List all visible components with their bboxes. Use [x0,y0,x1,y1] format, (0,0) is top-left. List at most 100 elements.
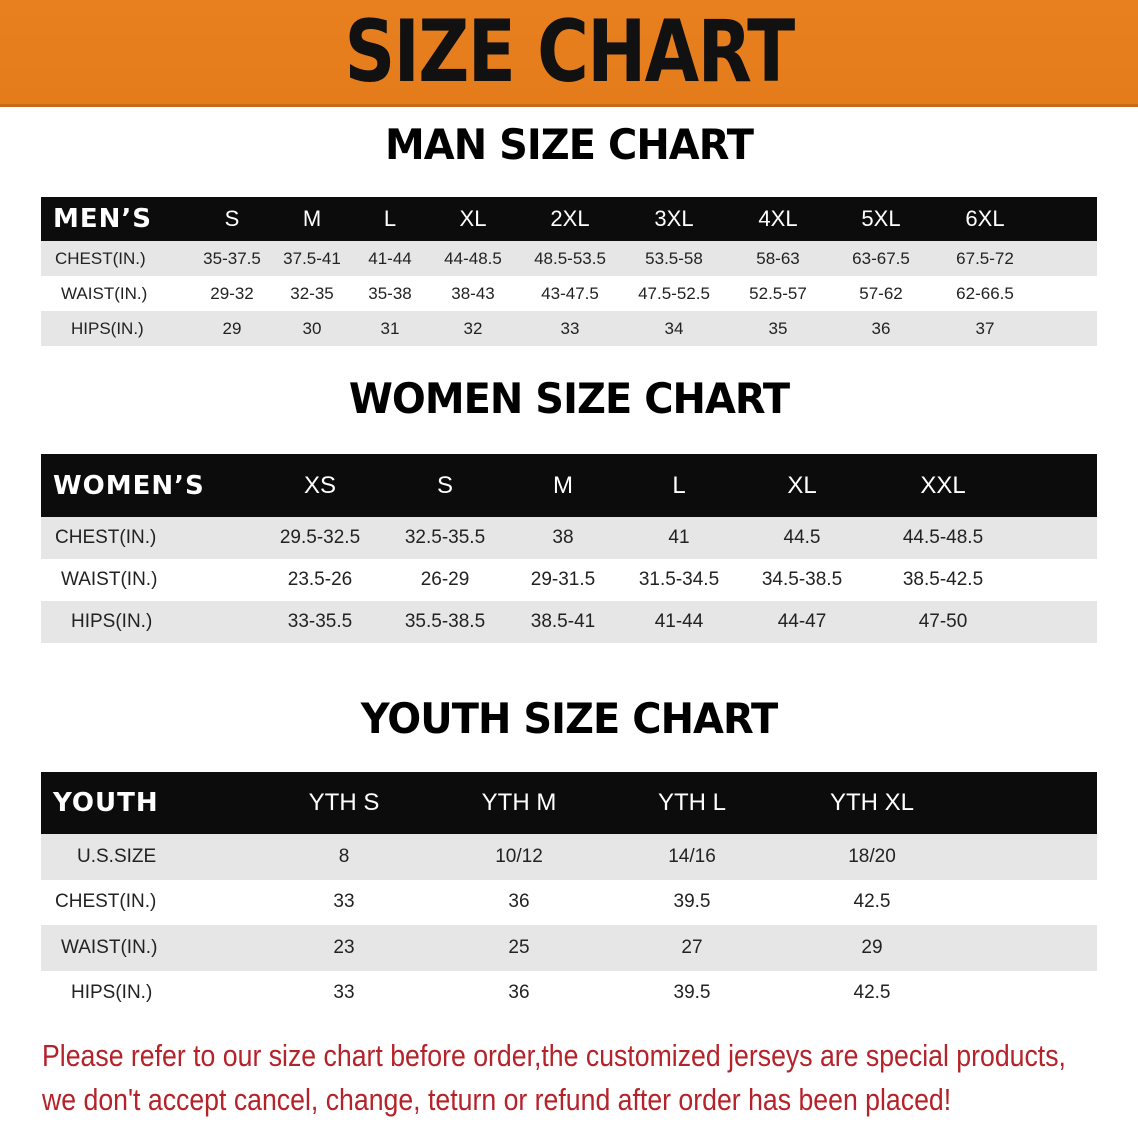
table-row: WAIST(IN.) 23.5-26 26-29 29-31.5 31.5-34.5 34… [41,559,1097,601]
table-row: CHEST(IN.) 33 36 39.5 42.5 [41,879,1097,925]
measurement-value: 36 [871,318,891,338]
measurement-value: 29.5-32.5 [279,527,361,548]
measurement-value: 32-35 [290,283,334,303]
measurement-value: 48.5-53.5 [534,248,606,268]
size-header-cell: XL [459,206,487,231]
banner-title: SIZE CHART [344,2,795,102]
measurement-value: 43-47.5 [541,283,599,303]
measurement-label: HIPS(IN.) [71,318,144,338]
size-header-cell: YTH XL [829,789,915,816]
measurement-value: 38-43 [451,283,495,303]
size-header-cell: S [436,471,454,499]
size-header-cell: 6XL [965,206,1005,231]
women-size-table: WOMEN’S XS S M L XL XXL CHEST(IN.) 29.5-32.5 32.5… [41,454,1097,643]
measurement-value: 23 [333,936,355,958]
measurement-value: 8 [338,845,350,867]
table-title-cell: MEN’S [53,204,152,234]
size-header-cell: L [383,206,397,231]
measurement-value: 42.5 [853,891,891,913]
measurement-value: 34 [664,318,684,338]
men-header-row: MEN’S S M L XL 2XL 3XL 4XL 5XL 6XL [41,197,1097,241]
measurement-value: 35-37.5 [203,248,261,268]
measurement-label: WAIST(IN.) [61,936,158,958]
measurement-value: 10/12 [495,845,543,867]
table-row: HIPS(IN.) 33-35.5 35.5-38.5 38.5-41 41-44 44-… [41,601,1097,643]
measurement-label: CHEST(IN.) [55,891,157,913]
measurement-value: 58-63 [756,248,800,268]
measurement-value: 44-48.5 [444,248,502,268]
table-row: CHEST(IN.) 35-37.5 37.5-41 41-44 44-48.5 48.5… [41,241,1097,276]
size-header-cell: YTH M [481,789,557,816]
measurement-value: 37 [975,318,995,338]
measurement-value: 33 [333,982,355,1004]
measurement-value: 33-35.5 [287,611,353,632]
measurement-value: 30 [302,318,322,338]
table-row: HIPS(IN.) 29 30 31 32 33 34 35 36 37 [41,311,1097,346]
size-header-cell: M [553,471,573,499]
measurement-label: HIPS(IN.) [71,982,153,1004]
measurement-value: 47.5-52.5 [638,283,710,303]
measurement-label: CHEST(IN.) [55,248,146,268]
measurement-value: 42.5 [853,982,891,1004]
measurement-value: 47-50 [918,611,968,632]
measurement-value: 41 [668,527,690,548]
measurement-value: 39.5 [673,982,711,1004]
measurement-value: 29-32 [210,283,254,303]
measurement-value: 53.5-58 [645,248,703,268]
measurement-value: 57-62 [859,283,903,303]
measurement-value: 35-38 [368,283,412,303]
table-row: CHEST(IN.) 29.5-32.5 32.5-35.5 38 41 44.5 44.5… [41,517,1097,559]
size-header-cell: 3XL [654,206,694,231]
size-header-cell: 4XL [758,206,798,231]
measurement-label: U.S.SIZE [77,845,157,867]
measurement-label: HIPS(IN.) [71,611,153,632]
size-header-cell: XS [303,471,337,499]
table-row: HIPS(IN.) 33 36 39.5 42.5 [41,970,1097,1016]
men-size-table: MEN’S S M L XL 2XL 3XL 4XL 5XL 6XL CHEST(IN.) 35-37… [41,197,1097,346]
men-section-title: MAN SIZE CHART [385,120,754,169]
table-row: WAIST(IN.) 29-32 32-35 35-38 38-43 43-47.5 47.… [41,276,1097,311]
measurement-value: 31.5-34.5 [638,569,720,590]
measurement-value: 38 [552,527,574,548]
measurement-value: 35 [768,318,788,338]
measurement-value: 63-67.5 [852,248,910,268]
measurement-value: 23.5-26 [287,569,353,590]
measurement-value: 29-31.5 [530,569,596,590]
measurement-value: 44.5 [783,527,821,548]
measurement-value: 36 [508,891,530,913]
measurement-value: 35.5-38.5 [404,611,486,632]
measurement-value: 36 [508,982,530,1004]
measurement-value: 32 [463,318,483,338]
measurement-value: 14/16 [668,845,716,867]
measurement-value: 33 [560,318,580,338]
measurement-value: 44.5-48.5 [902,527,984,548]
table-title-cell: WOMEN’S [53,470,205,501]
youth-section-title: YOUTH SIZE CHART [360,694,778,743]
measurement-label: CHEST(IN.) [55,527,157,548]
table-row: U.S.SIZE 8 10/12 14/16 18/20 [41,834,1097,880]
youth-header-row: YOUTH YTH S YTH M YTH L YTH XL [41,772,1097,834]
youth-size-table: YOUTH YTH S YTH M YTH L YTH XL U.S.SIZE 8 10/12… [41,772,1097,1016]
measurement-value: 67.5-72 [956,248,1014,268]
measurement-value: 38.5-41 [530,611,596,632]
measurement-value: 38.5-42.5 [902,569,984,590]
measurement-value: 26-29 [420,569,470,590]
table-row: WAIST(IN.) 23 25 27 29 [41,925,1097,971]
measurement-value: 44-47 [777,611,827,632]
measurement-value: 29 [222,318,242,338]
size-header-cell: 2XL [550,206,590,231]
measurement-value: 18/20 [848,845,896,867]
measurement-value: 62-66.5 [956,283,1014,303]
measurement-value: 41-44 [368,248,412,268]
notice-line-2: we don't accept cancel, change, teturn o… [42,1082,952,1117]
women-section-title: WOMEN SIZE CHART [348,374,790,423]
size-header-cell: 5XL [861,206,901,231]
measurement-value: 33 [333,891,355,913]
size-header-cell: YTH L [657,789,727,816]
table-title-cell: YOUTH [53,788,159,818]
size-header-cell: XL [787,471,817,499]
measurement-label: WAIST(IN.) [61,569,158,590]
measurement-value: 31 [380,318,400,338]
measurement-value: 32.5-35.5 [404,527,486,548]
women-header-row: WOMEN’S XS S M L XL XXL [41,454,1097,517]
